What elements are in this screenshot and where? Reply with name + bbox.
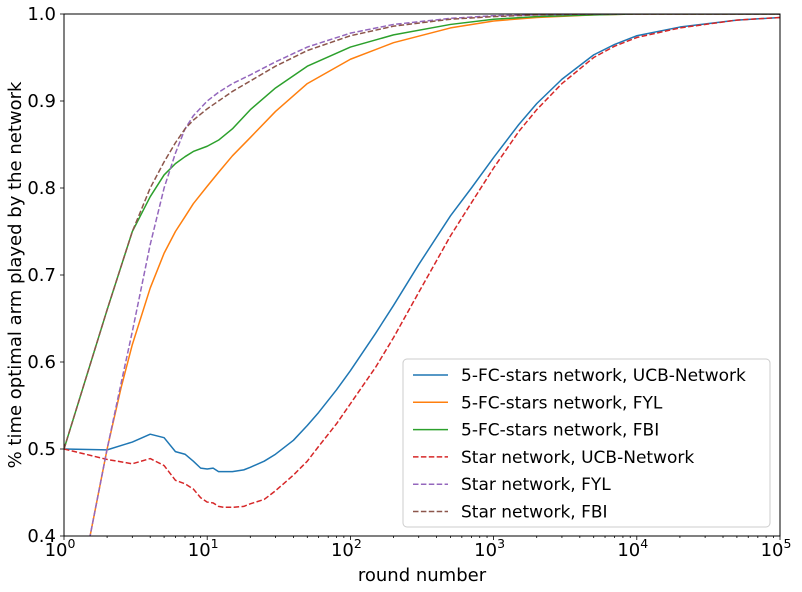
legend-label-5: Star network, FYL [461, 475, 611, 495]
y-tick-label: 0.5 [27, 439, 56, 460]
y-tick-label: 0.8 [27, 178, 56, 199]
x-tick-label: 101 [188, 536, 219, 561]
legend-label-2: 5-FC-stars network, FYL [461, 393, 663, 413]
y-tick-label: 0.6 [27, 352, 56, 373]
legend: 5-FC-stars network, UCB-Network 5-FC-star… [402, 358, 771, 528]
x-tick-label: 105 [761, 536, 792, 561]
series-line-2 [89, 14, 780, 536]
series-line-4 [64, 16, 780, 509]
series-line-3 [64, 14, 780, 450]
legend-label-4: Star network, UCB-Network [461, 448, 694, 468]
y-tick-label: 0.7 [27, 265, 56, 286]
legend-label-3: 5-FC-stars network, FBI [461, 421, 659, 441]
y-axis-label: % time optimal arm played by the network [5, 81, 26, 468]
series-line-6 [64, 14, 780, 450]
y-tick-label: 1.0 [27, 4, 56, 25]
legend-box [402, 358, 771, 528]
y-tick-label: 0.9 [27, 91, 56, 112]
x-tick-label: 103 [474, 536, 505, 561]
legend-label-1: 5-FC-stars network, UCB-Network [461, 366, 746, 386]
series-layer [64, 14, 780, 536]
x-axis-ticks: 100 101 102 103 104 105 [45, 536, 792, 561]
legend-label-6: Star network, FBI [461, 503, 608, 523]
x-axis-label: round number [358, 565, 487, 586]
x-tick-label: 104 [617, 536, 648, 561]
y-axis-ticks: 0.4 0.5 0.6 0.7 0.8 0.9 1.0 [27, 4, 64, 547]
series-line-1 [64, 16, 780, 473]
series-line-5 [89, 14, 780, 536]
y-tick-label: 0.4 [27, 526, 56, 547]
x-tick-label: 102 [331, 536, 362, 561]
x-tick-label: 100 [45, 536, 76, 561]
